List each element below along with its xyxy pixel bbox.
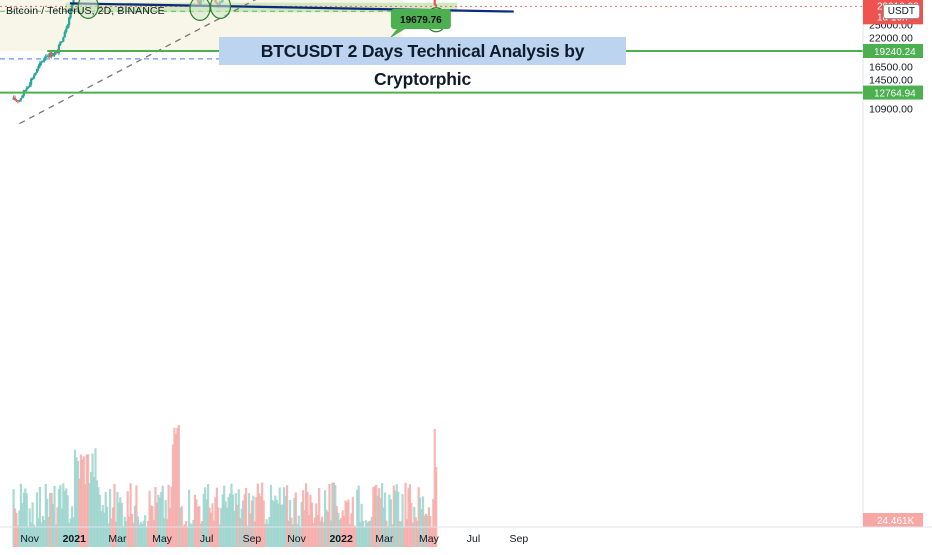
candle	[20, 98, 22, 102]
candle-body	[40, 62, 42, 63]
candle-body	[61, 42, 63, 43]
annotation-label: 19679.76	[400, 15, 442, 26]
support-price-tag[interactable]: 12764.94	[863, 86, 923, 100]
currency-badge[interactable]: USDT	[883, 4, 920, 19]
candle-body	[67, 25, 69, 29]
candle-body	[33, 75, 35, 78]
time-tick-label: Nov	[287, 533, 306, 545]
candle-body	[39, 63, 41, 66]
symbol-title: Bitcoin / TetherUS, 2D, BINANCE	[6, 5, 165, 17]
volume-tag-label: 24.461K	[877, 516, 915, 527]
time-tick-label: Sep	[243, 533, 262, 545]
time-tick-label: 2021	[63, 533, 87, 545]
candle-body	[42, 61, 44, 62]
candle-body	[52, 55, 54, 56]
candle-body	[36, 69, 38, 73]
support-price-tag[interactable]: 19240.24	[863, 44, 923, 58]
candle	[58, 44, 60, 56]
candle	[62, 37, 64, 42]
candle-body	[20, 98, 22, 100]
candle-body	[53, 53, 55, 55]
candle-body	[64, 32, 66, 37]
candle-body	[30, 79, 32, 85]
candle-body	[18, 100, 20, 101]
time-tick-label: 2022	[329, 533, 353, 545]
time-tick-label: Jul	[467, 533, 480, 545]
candle-body	[29, 85, 31, 87]
candle-body	[31, 78, 33, 79]
candle-body	[34, 73, 36, 75]
candle-body	[435, 5, 437, 6]
time-tick-label: Sep	[509, 533, 528, 545]
price-tick-label: 14500.00	[869, 75, 913, 87]
time-tick-label: May	[152, 533, 173, 545]
candle-body	[65, 29, 67, 32]
support-price-label: 19240.24	[874, 47, 916, 58]
price-tick-label: 16500.00	[869, 62, 913, 74]
candle	[36, 69, 38, 74]
chart-title: BTCUSDT 2 Days Technical Analysis by Cry…	[219, 37, 626, 65]
circle-marker	[190, 0, 210, 20]
time-tick-label: Jul	[200, 533, 213, 545]
candle-body	[434, 0, 436, 5]
circle-marker	[211, 0, 231, 18]
volume-tag[interactable]: 24.461K	[863, 513, 923, 527]
support-price-label: 12764.94	[874, 89, 916, 100]
price-tick-label: 22000.00	[869, 32, 913, 44]
time-tick-label: May	[419, 533, 440, 545]
candle-body	[37, 66, 39, 69]
candle-body	[62, 37, 64, 41]
price-tick-label: 10900.00	[869, 104, 913, 116]
candle-body	[68, 18, 70, 25]
time-tick-label: Mar	[108, 533, 127, 545]
candle-body	[24, 90, 26, 91]
candle-body	[27, 87, 29, 88]
candle-body	[26, 88, 28, 90]
candle-body	[21, 96, 23, 99]
candle	[434, 0, 436, 6]
time-tick-label: Nov	[20, 533, 39, 545]
candle-body	[14, 98, 16, 100]
candle	[14, 95, 16, 100]
time-tick-label: Mar	[375, 533, 394, 545]
candle-body	[43, 58, 45, 61]
